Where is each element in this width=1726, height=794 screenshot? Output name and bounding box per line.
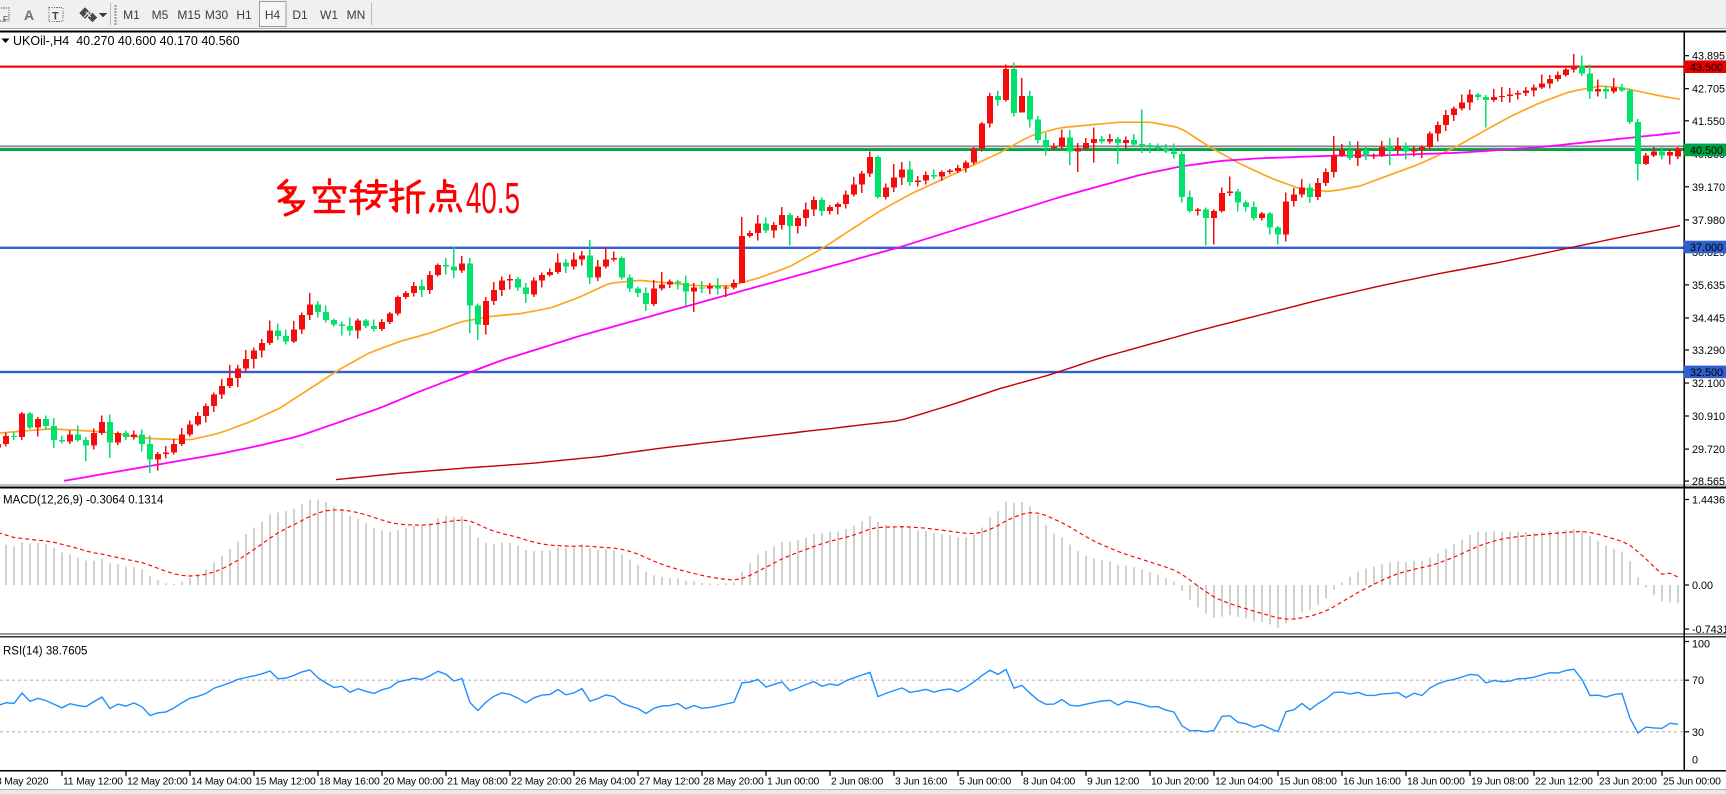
- svg-text:M1: M1: [123, 8, 140, 22]
- svg-text:5 Jun 00:00: 5 Jun 00:00: [959, 777, 1012, 788]
- svg-text:41.550: 41.550: [1692, 116, 1725, 128]
- svg-text:H1: H1: [236, 8, 252, 22]
- svg-text:19 Jun 08:00: 19 Jun 08:00: [1471, 777, 1529, 788]
- svg-text:40.5: 40.5: [466, 174, 520, 223]
- svg-text:M15: M15: [177, 8, 201, 22]
- svg-text:20 May 00:00: 20 May 00:00: [383, 777, 444, 788]
- svg-text:W1: W1: [320, 8, 338, 22]
- svg-text:28 May 20:00: 28 May 20:00: [703, 777, 764, 788]
- svg-text:23 Jun 20:00: 23 Jun 20:00: [1599, 777, 1657, 788]
- svg-text:-0.7431: -0.7431: [1692, 624, 1726, 636]
- svg-text:37.980: 37.980: [1692, 215, 1725, 227]
- svg-text:18 May 16:00: 18 May 16:00: [319, 777, 380, 788]
- svg-text:27 May 12:00: 27 May 12:00: [639, 777, 700, 788]
- svg-text:D1: D1: [292, 8, 308, 22]
- svg-text:22 Jun 12:00: 22 Jun 12:00: [1535, 777, 1593, 788]
- svg-text:0.00: 0.00: [1692, 580, 1713, 592]
- svg-text:30.910: 30.910: [1692, 411, 1725, 423]
- svg-text:RSI(14) 38.7605: RSI(14) 38.7605: [3, 646, 87, 658]
- svg-text:39.170: 39.170: [1692, 182, 1725, 194]
- svg-text:43.895: 43.895: [1692, 51, 1725, 63]
- svg-text:42.705: 42.705: [1692, 84, 1725, 96]
- svg-text:F: F: [3, 15, 8, 24]
- svg-text:15 Jun 08:00: 15 Jun 08:00: [1279, 777, 1337, 788]
- svg-text:12 May 20:00: 12 May 20:00: [127, 777, 188, 788]
- svg-text:40.500: 40.500: [1690, 145, 1723, 157]
- svg-text:29.720: 29.720: [1692, 444, 1725, 456]
- svg-text:26 May 04:00: 26 May 04:00: [575, 777, 636, 788]
- svg-text:32.500: 32.500: [1690, 367, 1723, 379]
- svg-text:MN: MN: [347, 8, 366, 22]
- svg-text:M30: M30: [205, 8, 229, 22]
- svg-text:T: T: [52, 11, 59, 23]
- svg-text:H4: H4: [265, 8, 281, 22]
- svg-text:30: 30: [1692, 727, 1704, 739]
- svg-text:1 Jun 00:00: 1 Jun 00:00: [767, 777, 820, 788]
- svg-text:43.500: 43.500: [1690, 62, 1723, 74]
- svg-text:100: 100: [1692, 639, 1710, 651]
- svg-text:8 May 2020: 8 May 2020: [0, 777, 49, 788]
- svg-text:28.565: 28.565: [1692, 476, 1725, 488]
- svg-text:15 May 12:00: 15 May 12:00: [255, 777, 316, 788]
- svg-text:35.635: 35.635: [1692, 280, 1725, 292]
- svg-text:1.4436: 1.4436: [1692, 495, 1725, 507]
- svg-text:16 Jun 16:00: 16 Jun 16:00: [1343, 777, 1401, 788]
- svg-text:18 Jun 00:00: 18 Jun 00:00: [1407, 777, 1465, 788]
- svg-text:32.100: 32.100: [1692, 378, 1725, 390]
- svg-text:37.000: 37.000: [1690, 242, 1723, 254]
- svg-text:12 Jun 04:00: 12 Jun 04:00: [1215, 777, 1273, 788]
- svg-text:11 May 12:00: 11 May 12:00: [63, 777, 123, 788]
- svg-text:8 Jun 04:00: 8 Jun 04:00: [1023, 777, 1076, 788]
- svg-text:70: 70: [1692, 675, 1704, 687]
- svg-text:34.445: 34.445: [1692, 313, 1725, 325]
- svg-text:22 May 20:00: 22 May 20:00: [511, 777, 572, 788]
- svg-text:2 Jun 08:00: 2 Jun 08:00: [831, 777, 884, 788]
- svg-text:14 May 04:00: 14 May 04:00: [191, 777, 252, 788]
- svg-text:A: A: [24, 7, 34, 23]
- svg-text:9 Jun 12:00: 9 Jun 12:00: [1087, 777, 1140, 788]
- svg-text:3 Jun 16:00: 3 Jun 16:00: [895, 777, 948, 788]
- svg-text:M5: M5: [152, 8, 169, 22]
- svg-text:10 Jun 20:00: 10 Jun 20:00: [1151, 777, 1209, 788]
- svg-text:21 May 08:00: 21 May 08:00: [447, 777, 508, 788]
- svg-text:0: 0: [1692, 755, 1698, 767]
- svg-text:MACD(12,26,9) -0.3064 0.1314: MACD(12,26,9) -0.3064 0.1314: [3, 495, 164, 507]
- svg-text:33.290: 33.290: [1692, 345, 1725, 357]
- svg-text:25 Jun 00:00: 25 Jun 00:00: [1663, 777, 1721, 788]
- svg-text:UKOil-,H4 40.270 40.600 40.17: UKOil-,H4 40.270 40.600 40.170 40.560: [13, 34, 240, 48]
